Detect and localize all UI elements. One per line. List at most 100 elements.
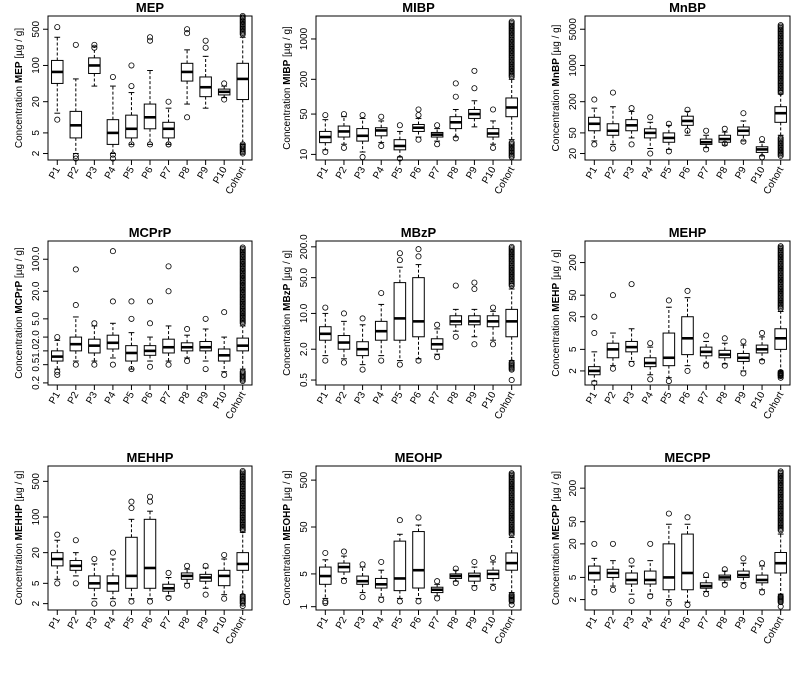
- outlier-point: [322, 304, 329, 311]
- x-tick-label: P6: [140, 165, 156, 181]
- x-tick-label: P8: [715, 165, 731, 181]
- iqr-box: [236, 62, 249, 101]
- x-tick-label: P2: [334, 390, 350, 406]
- boxplot-cohort: [774, 22, 787, 159]
- y-tick-label: 2.0: [31, 330, 42, 344]
- boxplot-p4: [374, 113, 388, 149]
- iqr-box: [625, 572, 638, 585]
- outlier-point: [146, 320, 153, 327]
- outlier-point: [721, 566, 728, 573]
- outlier-point: [434, 141, 441, 148]
- boxplot-p2: [606, 540, 620, 593]
- y-tick-label: 50: [299, 521, 310, 533]
- outlier-point: [684, 106, 691, 113]
- outlier-point: [684, 127, 691, 134]
- outlier-point: [740, 338, 747, 345]
- iqr-box: [681, 533, 694, 591]
- x-tick-label: P7: [159, 615, 175, 631]
- boxplot-cohort: [505, 243, 518, 384]
- x-tick-label: P1: [315, 615, 331, 631]
- x-tick-label: P5: [121, 165, 137, 181]
- outlier-point: [202, 37, 209, 44]
- outlier-point: [221, 80, 228, 87]
- x-tick-label: P4: [103, 390, 119, 406]
- outlier-point: [703, 572, 710, 579]
- y-tick-label: 50.0: [299, 267, 310, 287]
- outlier-point: [359, 154, 366, 161]
- boxplot-p10: [486, 304, 500, 348]
- boxplot-p4: [106, 73, 120, 162]
- outlier-point: [777, 243, 784, 250]
- outlier-point: [146, 37, 153, 44]
- y-tick-label: 500: [299, 471, 310, 488]
- outlier-point: [109, 151, 116, 158]
- x-tick-label: P7: [427, 390, 443, 406]
- y-tick-label: 100.0: [31, 246, 42, 271]
- outlier-point: [239, 141, 246, 148]
- iqr-box: [643, 570, 657, 585]
- outlier-point: [740, 583, 747, 590]
- outlier-point: [721, 335, 728, 342]
- outlier-point: [703, 332, 710, 339]
- outlier-point: [72, 155, 79, 162]
- outlier-point: [647, 593, 654, 600]
- iqr-box: [393, 540, 407, 592]
- boxplot-p3: [356, 315, 369, 373]
- x-tick-label: P3: [622, 390, 638, 406]
- boxplot-p4: [374, 290, 388, 364]
- outlier-point: [647, 540, 654, 547]
- outlier-point: [471, 85, 478, 92]
- outlier-point: [322, 549, 329, 556]
- boxplot-p8: [449, 80, 463, 142]
- outlier-point: [490, 585, 497, 592]
- x-tick-label: P2: [66, 615, 82, 631]
- y-axis-label: Concentration MEHHP [µg / g]: [14, 470, 25, 605]
- outlier-point: [759, 330, 766, 337]
- outlier-point: [146, 498, 153, 505]
- panel-title: MCPrP: [129, 225, 172, 240]
- y-axis-label: Concentration MEP [µg / g]: [14, 28, 25, 148]
- x-tick-label: P10: [749, 615, 768, 636]
- outlier-point: [777, 22, 784, 29]
- outlier-point: [165, 141, 172, 148]
- boxplot-p6: [143, 298, 157, 370]
- iqr-box: [681, 316, 694, 356]
- y-tick-label: 20: [568, 311, 579, 323]
- outlier-point: [396, 250, 403, 257]
- iqr-box: [412, 531, 425, 589]
- y-axis-label: Concentration MnBP [µg / g]: [551, 24, 562, 151]
- y-tick-label: 200: [299, 71, 310, 88]
- outlier-point: [609, 540, 616, 547]
- boxplot-p3: [88, 320, 101, 368]
- boxplot-p1: [51, 24, 64, 123]
- y-tick-label: 1.0: [31, 343, 42, 357]
- outlier-point: [434, 354, 441, 361]
- x-tick-label: P5: [659, 615, 675, 631]
- y-tick-label: 1000: [568, 54, 579, 77]
- boxplot-cohort: [774, 243, 787, 381]
- x-tick-label: P9: [196, 390, 212, 406]
- boxplot-p9: [737, 110, 750, 145]
- outlier-point: [91, 44, 98, 51]
- boxplot-p10: [486, 106, 500, 151]
- boxplot-p9: [199, 315, 212, 373]
- outlier-point: [721, 140, 728, 147]
- outlier-point: [452, 333, 459, 340]
- outlier-point: [165, 98, 172, 105]
- x-tick-label: P5: [390, 615, 406, 631]
- boxplot-p5: [125, 298, 138, 373]
- y-tick-label: 10.0: [299, 303, 310, 323]
- y-tick-label: 1: [299, 603, 310, 609]
- x-tick-label: P5: [390, 390, 406, 406]
- outlier-point: [109, 155, 116, 162]
- outlier-point: [202, 562, 209, 569]
- panel-mehp: MEHP 2 5 20 50 200 Concentration MEHP [µg / g]…: [551, 225, 791, 421]
- panel-meohp: MEOHP 1 5 50 500 Concentration MEOHP [µg / g]…: [282, 450, 522, 646]
- outlier-point: [91, 600, 98, 607]
- y-axis-label: Concentration MEOHP [µg / g]: [282, 470, 293, 605]
- outlier-point: [146, 298, 153, 305]
- outlier-point: [202, 591, 209, 598]
- x-tick-label: P7: [159, 390, 175, 406]
- x-tick-label: P1: [47, 390, 63, 406]
- outlier-point: [647, 376, 654, 383]
